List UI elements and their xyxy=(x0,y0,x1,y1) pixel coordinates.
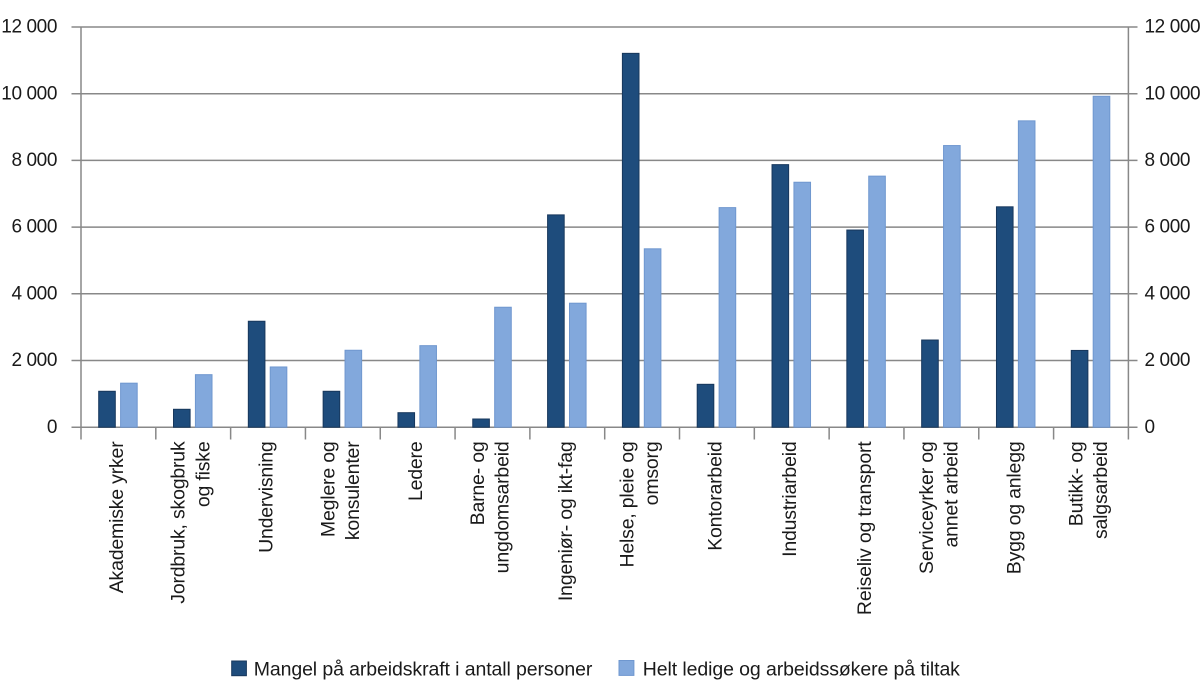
svg-text:8 000: 8 000 xyxy=(11,150,57,171)
svg-text:10 000: 10 000 xyxy=(1145,83,1200,104)
svg-text:10 000: 10 000 xyxy=(1,83,57,104)
svg-text:12 000: 12 000 xyxy=(1,17,57,38)
svg-text:2 000: 2 000 xyxy=(1145,350,1191,371)
svg-text:Ingeniør- og ikt-fag: Ingeniør- og ikt-fag xyxy=(555,442,577,602)
svg-text:0: 0 xyxy=(47,417,57,438)
svg-text:2 000: 2 000 xyxy=(11,350,57,371)
svg-text:4 000: 4 000 xyxy=(1145,283,1191,304)
svg-text:Reiseliv og transport: Reiseliv og transport xyxy=(854,441,876,615)
svg-text:8 000: 8 000 xyxy=(1145,150,1191,171)
svg-text:12 000: 12 000 xyxy=(1145,17,1200,38)
svg-text:Bygg og anlegg: Bygg og anlegg xyxy=(1004,442,1026,575)
svg-text:Undervisning: Undervisning xyxy=(256,442,278,553)
svg-text:6 000: 6 000 xyxy=(11,217,57,238)
svg-text:Mangel på arbeidskraft i antal: Mangel på arbeidskraft i antall personer xyxy=(254,659,593,681)
svg-text:Kontorarbeid: Kontorarbeid xyxy=(704,442,726,551)
svg-text:Helt ledige og arbeidssøkere p: Helt ledige og arbeidssøkere på tiltak xyxy=(643,659,960,681)
svg-text:Akademiske yrker: Akademiske yrker xyxy=(106,441,128,593)
svg-text:Ledere: Ledere xyxy=(405,442,427,502)
svg-text:0: 0 xyxy=(1145,417,1155,438)
svg-text:6 000: 6 000 xyxy=(1145,217,1191,238)
svg-text:Industriarbeid: Industriarbeid xyxy=(779,442,801,557)
svg-text:4 000: 4 000 xyxy=(11,283,57,304)
